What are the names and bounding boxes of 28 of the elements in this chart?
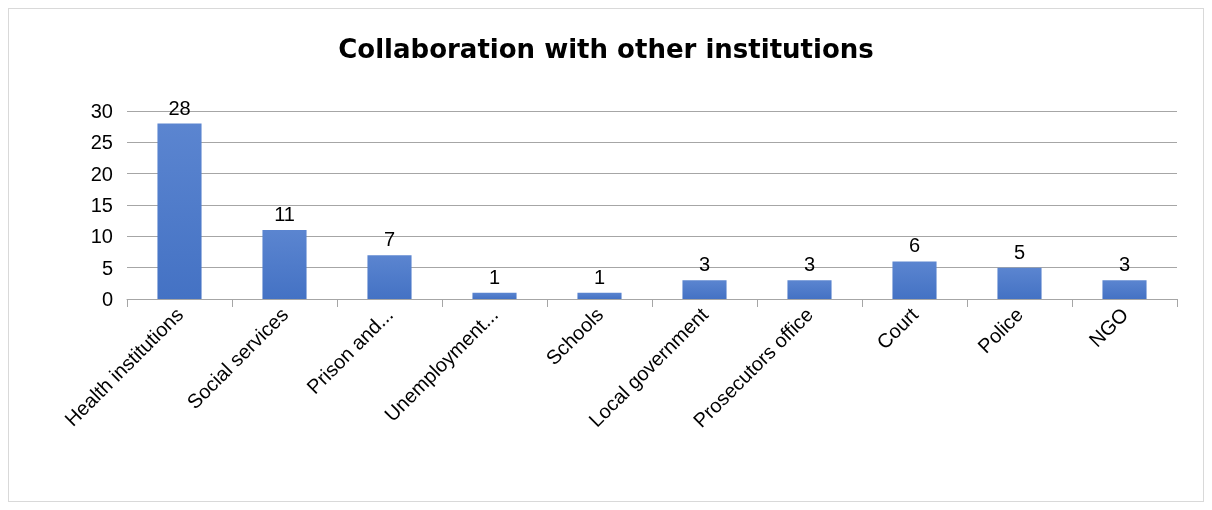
y-tick-label: 25 — [90, 131, 113, 154]
bar — [1102, 280, 1147, 299]
bar — [577, 292, 622, 299]
bar — [367, 255, 412, 299]
data-label: 3 — [803, 253, 816, 276]
data-label: 1 — [593, 265, 606, 288]
data-label: 7 — [383, 228, 396, 251]
bar — [682, 280, 727, 299]
bar — [892, 261, 937, 299]
data-label: 6 — [908, 234, 921, 257]
data-label: 11 — [274, 203, 295, 226]
data-label: 28 — [168, 96, 191, 119]
data-label: 5 — [1013, 240, 1026, 263]
data-label: 1 — [488, 265, 501, 288]
y-tick-label: 20 — [90, 162, 113, 185]
y-tick-label: 30 — [90, 100, 113, 122]
bar — [787, 280, 832, 299]
chart-title: Collaboration with other institutions — [338, 34, 874, 64]
bar — [157, 123, 202, 299]
data-label: 3 — [1118, 253, 1131, 276]
y-tick-label: 0 — [101, 288, 113, 310]
y-tick-label: 15 — [90, 194, 113, 216]
data-label: 3 — [698, 253, 711, 276]
bar — [472, 292, 517, 299]
bar — [997, 267, 1042, 299]
y-tick-label: 10 — [90, 225, 113, 248]
bar — [262, 230, 307, 299]
y-tick-label: 5 — [101, 256, 113, 279]
